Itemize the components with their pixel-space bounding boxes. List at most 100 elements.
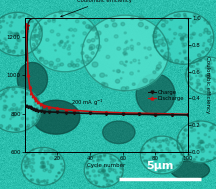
Circle shape <box>3 91 6 93</box>
Circle shape <box>12 103 16 106</box>
Charge <box>27 105 29 108</box>
Circle shape <box>194 89 195 91</box>
Circle shape <box>202 45 204 46</box>
Circle shape <box>190 83 193 85</box>
Circle shape <box>211 86 214 88</box>
Charge <box>33 109 36 111</box>
Circle shape <box>115 172 117 174</box>
Circle shape <box>33 26 36 28</box>
Circle shape <box>90 164 94 168</box>
Circle shape <box>103 153 106 156</box>
Circle shape <box>91 26 96 31</box>
Circle shape <box>8 50 12 53</box>
Circle shape <box>49 61 54 65</box>
Circle shape <box>181 61 184 64</box>
Circle shape <box>0 96 30 123</box>
Circle shape <box>81 60 85 64</box>
Circle shape <box>167 42 169 43</box>
Circle shape <box>10 25 12 27</box>
Circle shape <box>150 139 154 142</box>
Circle shape <box>35 40 38 42</box>
Circle shape <box>126 87 129 89</box>
Circle shape <box>197 67 216 84</box>
Circle shape <box>177 146 180 149</box>
Circle shape <box>166 148 169 150</box>
Circle shape <box>92 170 95 172</box>
Circle shape <box>112 23 117 27</box>
Circle shape <box>117 70 120 73</box>
Circle shape <box>104 177 106 178</box>
Circle shape <box>16 33 19 35</box>
Circle shape <box>142 157 144 158</box>
Circle shape <box>58 43 60 44</box>
Circle shape <box>199 74 202 77</box>
Circle shape <box>204 58 205 59</box>
Circle shape <box>166 159 169 162</box>
Circle shape <box>208 136 210 138</box>
Circle shape <box>184 145 187 147</box>
Circle shape <box>81 44 84 47</box>
Circle shape <box>21 101 23 103</box>
Text: 5μm: 5μm <box>146 161 173 171</box>
Circle shape <box>10 32 13 34</box>
Circle shape <box>82 15 168 91</box>
Circle shape <box>174 38 175 39</box>
Circle shape <box>106 174 109 176</box>
Circle shape <box>165 52 170 57</box>
Circle shape <box>54 32 76 51</box>
Circle shape <box>158 151 166 159</box>
Circle shape <box>2 115 5 118</box>
Circle shape <box>170 153 171 155</box>
Circle shape <box>22 147 65 185</box>
Circle shape <box>27 164 29 167</box>
Circle shape <box>202 51 204 53</box>
Circle shape <box>200 70 214 82</box>
Circle shape <box>110 158 111 159</box>
Circle shape <box>89 25 92 28</box>
Circle shape <box>36 119 38 121</box>
Circle shape <box>103 170 105 172</box>
Circle shape <box>208 143 211 145</box>
Circle shape <box>25 166 28 169</box>
Circle shape <box>37 179 39 181</box>
Circle shape <box>95 165 99 168</box>
Circle shape <box>182 45 185 47</box>
Circle shape <box>157 15 210 61</box>
Circle shape <box>186 68 189 70</box>
Circle shape <box>191 25 192 27</box>
Circle shape <box>35 48 38 50</box>
Circle shape <box>178 33 189 43</box>
Circle shape <box>152 146 172 164</box>
Circle shape <box>15 36 19 39</box>
Circle shape <box>207 75 208 76</box>
Circle shape <box>60 40 63 43</box>
Circle shape <box>152 149 155 153</box>
Circle shape <box>40 57 42 59</box>
Circle shape <box>34 34 36 36</box>
Circle shape <box>184 57 187 59</box>
Circle shape <box>52 20 56 22</box>
Circle shape <box>94 180 95 182</box>
Circle shape <box>16 33 18 36</box>
Circle shape <box>187 129 215 154</box>
Discharge <box>105 111 108 113</box>
Circle shape <box>174 29 193 46</box>
Circle shape <box>154 169 156 170</box>
Circle shape <box>204 125 206 127</box>
Circle shape <box>43 169 46 172</box>
Circle shape <box>190 77 193 79</box>
Circle shape <box>179 33 182 36</box>
Circle shape <box>214 152 216 154</box>
Circle shape <box>193 34 194 35</box>
Circle shape <box>26 49 27 50</box>
Circle shape <box>21 117 24 120</box>
Circle shape <box>32 35 35 38</box>
Ellipse shape <box>171 161 210 180</box>
Circle shape <box>161 24 165 27</box>
Ellipse shape <box>103 121 135 144</box>
Circle shape <box>103 166 104 167</box>
Charge <box>29 106 31 109</box>
Circle shape <box>119 177 121 178</box>
Circle shape <box>180 124 216 160</box>
Circle shape <box>33 30 36 33</box>
